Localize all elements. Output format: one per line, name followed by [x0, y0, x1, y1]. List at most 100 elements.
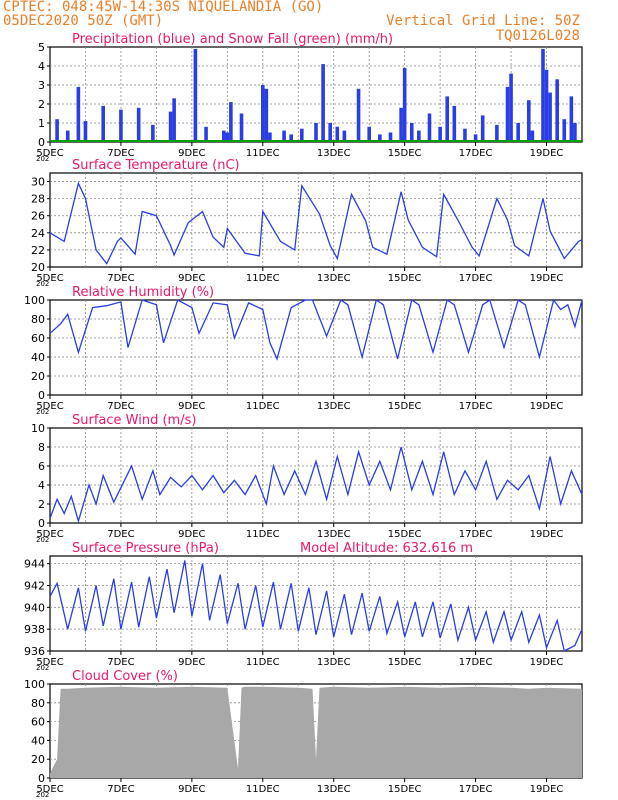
precip-bar — [427, 113, 432, 142]
y-tick-label: 20 — [31, 370, 45, 383]
precip-bar — [55, 119, 59, 142]
precip-bar — [569, 96, 574, 142]
y-tick-label: 940 — [24, 601, 45, 614]
precip-bar — [261, 85, 265, 142]
year-fragment: 202 — [36, 280, 49, 288]
precip-bar — [527, 100, 531, 142]
y-tick-label: 0 — [38, 389, 45, 402]
x-tick-label: 5DEC — [36, 529, 63, 540]
precip-bar — [452, 105, 457, 142]
x-tick-label: 15DEC — [388, 148, 422, 159]
x-tick-label: 11DEC — [246, 148, 280, 159]
x-tick-label: 13DEC — [317, 401, 351, 412]
precip-bar — [204, 126, 208, 142]
precip-bar — [314, 123, 318, 142]
precip-bar — [342, 130, 347, 142]
precip-bar — [402, 67, 407, 142]
x-tick-label: 17DEC — [459, 273, 493, 284]
precip-bar — [463, 128, 467, 142]
series-line — [49, 298, 583, 361]
x-tick-label: 9DEC — [178, 784, 205, 795]
y-tick-label: 80 — [31, 697, 45, 710]
precip-bar — [473, 134, 478, 142]
y-tick-label: 80 — [31, 313, 45, 326]
header-location: CPTEC: 048:45W-14:30S NIQUELANDIA (GO) — [3, 0, 324, 15]
x-tick-label: 13DEC — [317, 784, 351, 795]
header-run-time: 05DEC2020 50Z (GMT) — [3, 13, 164, 29]
y-tick-label: 938 — [24, 623, 45, 636]
x-tick-label: 11DEC — [246, 529, 280, 540]
precip-bar — [541, 48, 545, 142]
y-tick-label: 100 — [24, 678, 45, 691]
precip-bar — [101, 105, 105, 142]
x-tick-label: 9DEC — [178, 401, 205, 412]
precip-bar — [321, 64, 325, 142]
precip-bar — [300, 128, 304, 142]
precip-bar — [562, 119, 567, 142]
precip-bar — [573, 123, 577, 142]
x-tick-label: 7DEC — [107, 657, 134, 668]
precip-bar — [378, 134, 382, 142]
x-tick-label: 9DEC — [178, 273, 205, 284]
panel-title: Surface Pressure (hPa) — [72, 541, 219, 556]
y-tick-label: 60 — [31, 716, 45, 729]
x-tick-label: 7DEC — [107, 529, 134, 540]
precip-bar — [193, 48, 198, 142]
precip-bar — [516, 123, 520, 142]
x-tick-label: 15DEC — [388, 784, 422, 795]
x-tick-label: 11DEC — [246, 401, 280, 412]
y-tick-label: 4 — [38, 479, 45, 492]
y-tick-label: 1 — [38, 117, 45, 130]
precip-bar — [264, 88, 269, 142]
panel-title: Surface Wind (m/s) — [72, 413, 196, 428]
x-tick-label: 19DEC — [530, 401, 564, 412]
y-tick-label: 20 — [31, 261, 45, 274]
x-tick-label: 9DEC — [178, 529, 205, 540]
y-tick-label: 944 — [24, 558, 45, 571]
x-tick-label: 19DEC — [530, 784, 564, 795]
precip-bar — [417, 130, 421, 142]
y-tick-label: 100 — [24, 294, 45, 307]
precip-bar — [409, 123, 414, 142]
precip-bar — [289, 134, 293, 142]
precip-bar — [119, 109, 123, 142]
precip-bar — [399, 107, 403, 142]
precip-bar — [445, 96, 450, 142]
precip-bar — [328, 123, 332, 142]
precip-bar — [168, 111, 173, 142]
x-tick-label: 11DEC — [246, 657, 280, 668]
precip-bar — [65, 130, 70, 142]
precip-bar — [268, 132, 272, 142]
precip-bar — [509, 73, 513, 142]
x-tick-label: 7DEC — [107, 273, 134, 284]
x-tick-label: 19DEC — [530, 657, 564, 668]
header-code: TQ0126L028 — [495, 28, 580, 44]
year-fragment: 202 — [36, 664, 49, 672]
y-tick-label: 22 — [31, 244, 45, 257]
model-altitude-label: Model Altitude: 632.616 m — [300, 541, 473, 556]
year-fragment: 202 — [36, 408, 49, 416]
precip-bar — [136, 107, 141, 142]
panel-frame — [49, 427, 583, 524]
x-tick-label: 9DEC — [178, 148, 205, 159]
x-tick-label: 11DEC — [246, 784, 280, 795]
y-tick-label: 3 — [38, 79, 45, 92]
y-tick-label: 30 — [31, 176, 45, 189]
x-tick-label: 17DEC — [459, 657, 493, 668]
precip-bar — [356, 88, 361, 142]
precip-bar — [225, 132, 230, 142]
x-tick-label: 7DEC — [107, 148, 134, 159]
x-tick-label: 15DEC — [388, 273, 422, 284]
y-tick-label: 4 — [38, 60, 45, 73]
panel-frame — [49, 299, 583, 396]
precip-bar — [495, 124, 499, 142]
year-fragment: 202 — [36, 791, 49, 799]
x-tick-label: 19DEC — [530, 148, 564, 159]
precip-bar — [548, 92, 552, 142]
x-tick-label: 17DEC — [459, 148, 493, 159]
header-grid-note: Vertical Grid Line: 50Z — [386, 13, 580, 29]
y-tick-label: 0 — [38, 136, 45, 149]
y-tick-label: 6 — [38, 460, 45, 473]
panel-frame — [49, 555, 583, 652]
